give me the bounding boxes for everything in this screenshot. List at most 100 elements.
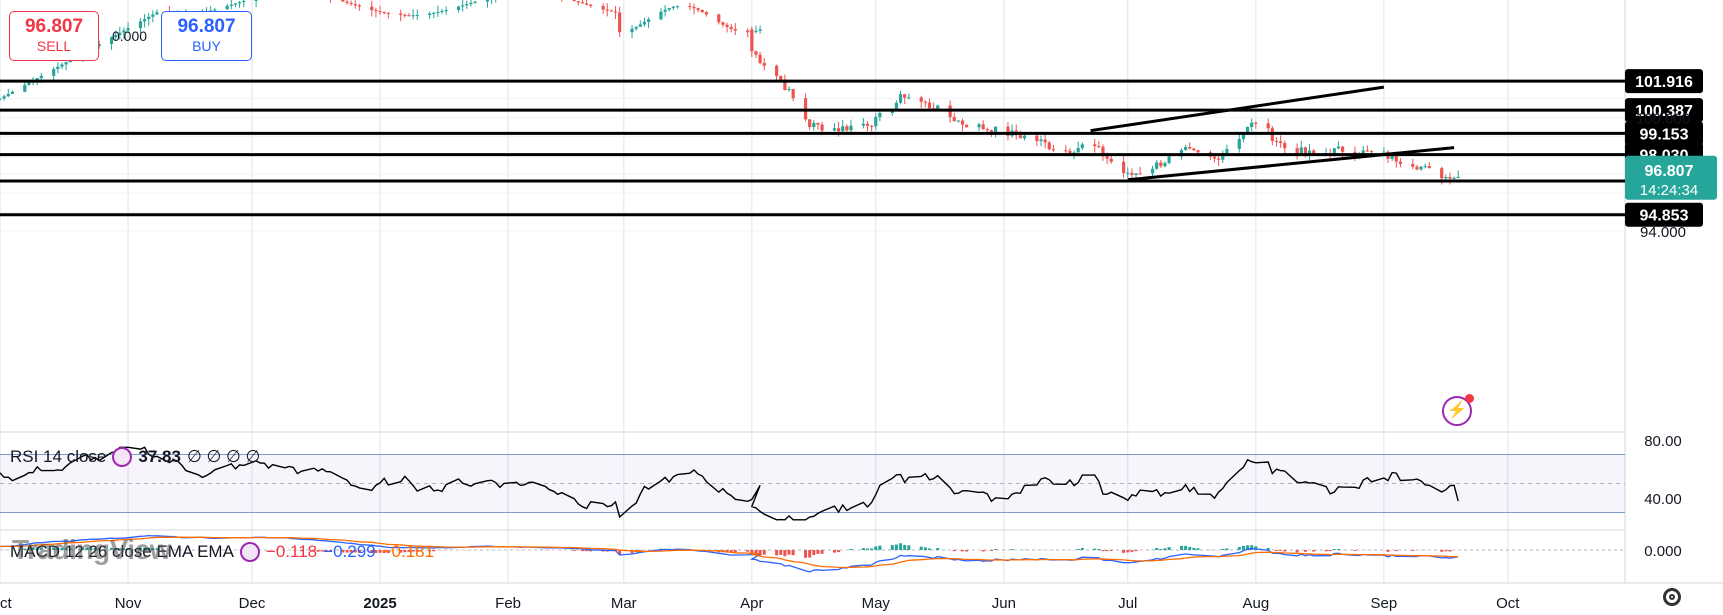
candle-body [845,126,849,131]
macd-histogram-bar [1324,550,1328,552]
macd-histogram-bar [31,547,35,550]
candle-body [1196,150,1200,153]
candle-body [667,8,671,10]
x-tick-label: Feb [495,595,521,612]
y-tick-label: 100.000 [1636,110,1690,127]
buy-button[interactable]: 96.807 BUY [161,11,252,61]
candle-body [349,2,353,5]
macd-histogram-bar [370,550,374,553]
candle-body [1394,154,1398,162]
macd-histogram-bar [436,550,440,551]
sell-button[interactable]: 96.807 SELL [9,11,99,61]
macd-histogram-bar [1328,550,1332,552]
candle-body [1274,140,1279,142]
macd-histogram-bar [428,550,432,552]
macd-histogram-bar [1357,550,1361,551]
candle-body [675,6,680,8]
macd-histogram-bar [1010,549,1014,550]
candle-body [254,0,258,1]
macd-histogram-bar [1398,550,1402,551]
candle-body [758,54,762,63]
macd-histogram-bar [27,548,31,550]
macd-histogram-bar [89,547,93,550]
candle-body [114,34,118,38]
macd-histogram-bar [1208,549,1212,550]
indicator-settings-icon[interactable] [112,447,133,467]
candle-body [754,30,758,32]
macd-histogram-bar [894,544,898,550]
candle-body [787,88,791,91]
candle-body [341,0,345,2]
candle-body [378,11,382,13]
candle-body [836,128,841,132]
candle-body [440,11,444,13]
rsi-legend[interactable]: RSI 14 close 37.83 ∅ ∅ ∅ ∅ [10,447,260,467]
macd-histogram-bar [1122,550,1126,553]
macd-histogram-bar [147,547,151,550]
macd-histogram-bar [1039,549,1043,550]
macd-histogram-bar [374,550,378,553]
macd-line-value: −0.299 [323,542,376,561]
macd-histogram-bar [1126,550,1130,553]
macd-histogram-bar [1415,550,1419,551]
candle-body [572,0,576,1]
macd-histogram-bar [233,549,237,551]
candle-body [1303,147,1307,154]
candle-body [35,78,39,81]
macd-histogram-bar [1440,550,1444,552]
macd-histogram-bar [750,550,754,555]
candle-body [671,6,675,9]
macd-histogram-bar [258,549,262,551]
indicator-settings-icon[interactable] [239,542,260,562]
macd-histogram-bar [184,550,188,551]
candle-body [865,123,870,126]
macd-histogram-bar [122,548,126,550]
candle-body [1307,150,1312,154]
macd-legend[interactable]: MACD 12 26 close EMA EMA −0.118 −0.299 −… [10,542,434,562]
macd-histogram-bar [300,550,304,552]
macd-histogram-bar [919,546,923,550]
candle-body [353,4,357,6]
macd-histogram-bar [804,550,808,558]
candle-body [1444,176,1448,179]
current-price-box [1625,155,1717,200]
candle-body [721,22,725,25]
macd-histogram-bar [316,550,320,552]
macd-histogram-bar [378,550,382,553]
macd-histogram-bar [519,550,523,551]
candle-body [993,126,998,134]
macd-histogram-bar [576,550,580,551]
candle-body [1245,126,1250,134]
candle-body [1361,150,1365,156]
chart-settings-icon[interactable] [1663,588,1681,606]
candle-body [700,9,704,13]
candle-body [1068,150,1072,154]
macd-histogram-bar [151,548,155,550]
candle-body [1225,149,1229,154]
macd-histogram-bar [1035,550,1039,551]
candle-body [1109,158,1113,162]
macd-histogram-bar [213,550,217,551]
macd-tick-label: 0.000 [1644,543,1682,560]
candle-body [907,97,911,99]
candle-body [1134,173,1138,175]
macd-histogram-bar [1341,550,1345,551]
macd-histogram-bar [6,549,10,551]
macd-histogram-bar [1192,547,1196,550]
current-price-label: 96.807 [1645,163,1694,180]
candle-body [638,24,642,27]
macd-histogram-bar [85,547,89,550]
tradingview-watermark: TradingView [12,534,171,565]
macd-histogram-bar [349,550,353,553]
candle-body [1254,122,1258,124]
alert-bolt-icon[interactable]: ⚡ [1442,394,1474,426]
macd-histogram-bar [878,545,882,550]
macd-histogram-bar [320,550,324,552]
macd-histogram-bar [444,550,448,551]
macd-histogram-bar [353,550,357,553]
trend-channel-line [1127,146,1455,182]
macd-histogram-bar [469,549,473,550]
candle-body [399,13,403,16]
candle-body [1283,143,1287,149]
